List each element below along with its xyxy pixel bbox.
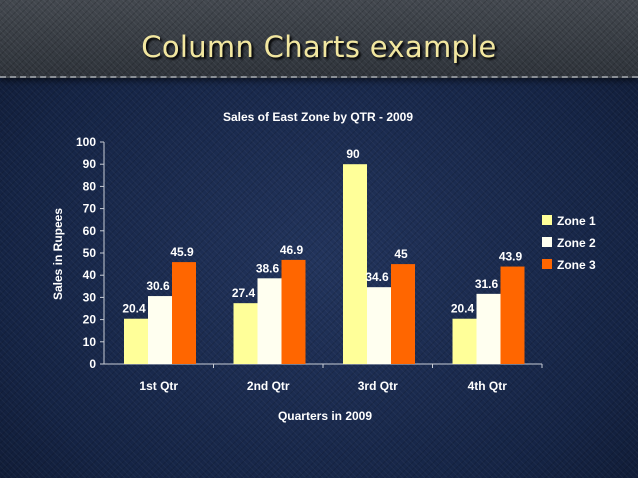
bar [452, 318, 477, 364]
data-label: 30.6 [146, 279, 170, 293]
data-label: 20.4 [122, 302, 146, 316]
y-tick-label: 60 [83, 224, 97, 238]
data-label: 45 [394, 247, 408, 261]
y-tick-label: 80 [83, 179, 97, 193]
bar [343, 164, 367, 364]
bar [281, 259, 306, 364]
bar [124, 318, 148, 364]
data-label: 43.9 [499, 250, 523, 264]
y-tick-label: 20 [83, 313, 97, 327]
bar [148, 296, 172, 364]
x-tick-label: 3rd Qtr [358, 379, 398, 393]
slide-title: Column Charts example [141, 30, 497, 64]
data-label: 34.6 [365, 270, 389, 284]
y-tick-label: 50 [83, 246, 97, 260]
x-tick-label: 2nd Qtr [247, 379, 290, 393]
data-label: 45.9 [170, 245, 194, 259]
data-label: 27.4 [232, 286, 256, 300]
chart-title: Sales of East Zone by QTR - 2009 [223, 110, 413, 124]
legend-swatch [542, 215, 552, 225]
y-tick-label: 70 [83, 202, 97, 216]
bar [257, 278, 282, 364]
data-label: 46.9 [280, 243, 304, 257]
y-tick-label: 10 [83, 335, 97, 349]
legend-label: Zone 2 [557, 236, 596, 250]
bar [233, 303, 258, 364]
data-label: 31.6 [475, 277, 499, 291]
y-tick-label: 90 [83, 157, 97, 171]
y-tick-label: 30 [83, 290, 97, 304]
x-tick-label: 4th Qtr [468, 379, 508, 393]
y-axis-label: Sales in Rupees [51, 208, 65, 300]
bar [476, 293, 501, 364]
legend-swatch [542, 259, 552, 269]
y-tick-label: 40 [83, 268, 97, 282]
y-tick-label: 0 [89, 357, 96, 371]
bar [172, 262, 196, 364]
data-label: 38.6 [256, 261, 280, 275]
legend-label: Zone 3 [557, 258, 596, 272]
x-axis-label: Quarters in 2009 [278, 409, 372, 423]
bar [391, 264, 415, 364]
legend-swatch [542, 237, 552, 247]
data-label: 90 [346, 147, 360, 161]
bar [500, 266, 525, 364]
y-tick-label: 100 [76, 135, 96, 149]
bar [367, 287, 391, 364]
x-tick-label: 1st Qtr [139, 379, 178, 393]
title-banner: Column Charts example [0, 0, 638, 78]
legend-label: Zone 1 [557, 214, 596, 228]
data-label: 20.4 [451, 302, 475, 316]
